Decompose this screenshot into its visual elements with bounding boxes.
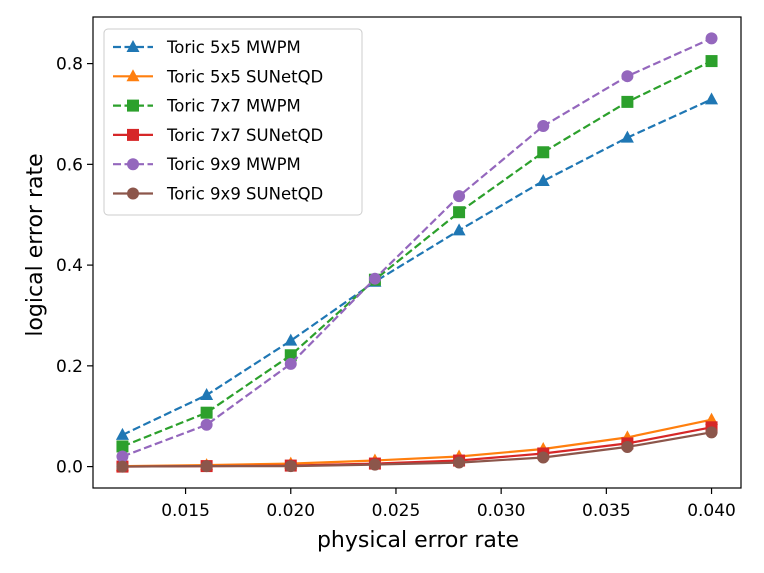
legend-marker-toric-5x5-sunetqd [126, 69, 140, 82]
data-point-toric-9x9-sunetqd-4 [453, 456, 466, 469]
data-point-toric-5x5-mwpm-1 [200, 388, 214, 401]
legend-label-toric-5x5-mwpm: Toric 5x5 MWPM [166, 38, 301, 57]
legend-marker-toric-9x9-sunetqd [127, 187, 139, 200]
series-line-toric-9x9-mwpm [122, 37, 712, 458]
data-point-toric-7x7-mwpm-7 [705, 55, 718, 68]
data-point-toric-5x5-mwpm-5 [536, 173, 550, 186]
data-point-toric-9x9-sunetqd-1 [200, 460, 213, 473]
data-point-toric-9x9-mwpm-3 [368, 272, 381, 285]
x-tick-label: 0.035 [582, 501, 631, 521]
data-point-toric-5x5-mwpm-6 [620, 130, 634, 143]
data-point-toric-7x7-mwpm-2 [284, 349, 297, 362]
data-point-toric-9x9-sunetqd-3 [368, 458, 381, 471]
legend-marker-toric-7x7-mwpm [127, 99, 139, 112]
data-point-toric-7x7-mwpm-5 [537, 146, 550, 159]
series-line-toric-7x7-mwpm [122, 60, 712, 448]
data-point-toric-9x9-sunetqd-6 [621, 440, 634, 453]
data-point-toric-9x9-sunetqd-2 [284, 460, 297, 473]
data-point-toric-7x7-mwpm-4 [453, 206, 466, 219]
y-tick-label: 0.8 [56, 55, 83, 75]
data-point-toric-7x7-mwpm-1 [200, 406, 213, 419]
plot-frame [92, 16, 742, 489]
legend-label-toric-9x9-sunetqd: Toric 9x9 SUNetQD [166, 185, 323, 204]
data-point-toric-9x9-mwpm-7 [705, 32, 718, 45]
x-tick-label: 0.015 [161, 501, 210, 521]
series-line-toric-5x5-sunetqd [122, 418, 712, 468]
series-line-toric-9x9-sunetqd [122, 431, 712, 468]
data-point-toric-7x7-mwpm-0 [116, 440, 129, 453]
data-point-toric-9x9-mwpm-6 [621, 70, 634, 83]
x-tick-label: 0.020 [266, 501, 315, 521]
legend-marker-toric-9x9-mwpm [127, 158, 139, 171]
series-line-toric-5x5-mwpm [122, 98, 712, 436]
data-point-toric-9x9-mwpm-4 [453, 190, 466, 203]
y-axis-label: logical error rate [23, 153, 48, 336]
data-point-toric-9x9-mwpm-2 [284, 357, 297, 370]
legend-marker-toric-7x7-sunetqd [127, 128, 139, 141]
x-axis-label: physical error rate [317, 528, 519, 553]
legend-label-toric-5x5-sunetqd: Toric 5x5 SUNetQD [166, 67, 323, 86]
x-tick-label: 0.030 [477, 501, 526, 521]
y-tick-label: 0.6 [56, 155, 83, 175]
data-point-toric-9x9-sunetqd-5 [537, 451, 550, 464]
data-point-toric-9x9-mwpm-1 [200, 418, 213, 431]
data-point-toric-5x5-mwpm-0 [115, 427, 129, 440]
y-tick-label: 0.2 [56, 357, 83, 377]
plot-area [115, 32, 719, 473]
data-point-toric-9x9-mwpm-5 [537, 120, 550, 133]
data-point-toric-9x9-sunetqd-7 [705, 426, 718, 439]
data-point-toric-7x7-mwpm-6 [621, 95, 634, 108]
data-point-toric-5x5-mwpm-7 [705, 92, 719, 105]
data-point-toric-9x9-mwpm-0 [116, 450, 129, 463]
legend-label-toric-7x7-mwpm: Toric 7x7 MWPM [166, 97, 301, 116]
data-point-toric-5x5-mwpm-4 [452, 223, 466, 236]
axes: 0.015 0.020 0.025 0.030 0.035 0.040 0.0 0.2 0.4 0… [56, 16, 742, 521]
legend-box [103, 28, 363, 216]
legend: Toric 5x5 MWPM Toric 5x5 SUNetQD Toric 7x7… [103, 28, 363, 216]
data-point-toric-9x9-sunetqd-0 [116, 460, 129, 473]
legend-marker-toric-5x5-mwpm [126, 40, 140, 52]
y-tick-label: 0.0 [56, 458, 83, 478]
x-tick-label: 0.025 [372, 501, 421, 521]
data-point-toric-5x5-mwpm-2 [284, 333, 298, 346]
legend-label-toric-7x7-sunetqd: Toric 7x7 SUNetQD [166, 126, 323, 145]
y-tick-label: 0.4 [56, 256, 83, 276]
legend-label-toric-9x9-mwpm: Toric 9x9 MWPM [166, 155, 301, 174]
x-tick-label: 0.040 [687, 501, 736, 521]
